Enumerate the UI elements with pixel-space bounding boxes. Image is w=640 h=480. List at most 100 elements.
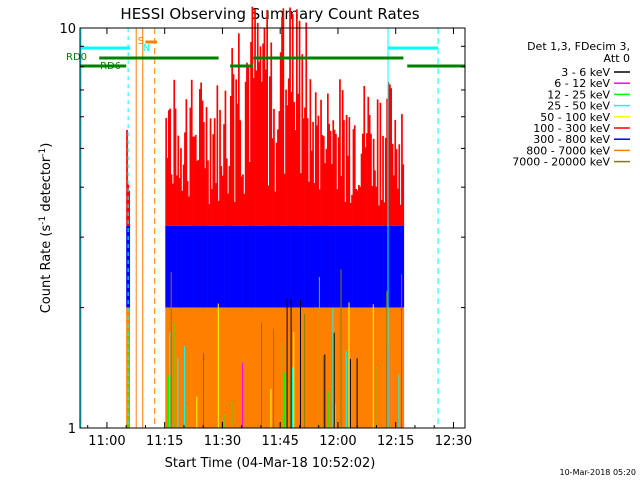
bin-34-band-2	[207, 160, 209, 226]
bin-6-spike	[169, 332, 171, 428]
saa-letter: S	[138, 36, 144, 47]
bin-137-band-1	[345, 225, 348, 308]
x-tick-label-1: 11:15	[146, 434, 183, 449]
bin-9-band-2	[173, 79, 176, 226]
bin-150-band-0	[363, 307, 366, 428]
bin-100-band-2	[296, 9, 298, 226]
bin-152-band-1	[366, 225, 368, 308]
bin-176-band-1	[398, 225, 401, 308]
bin-134-band-0	[341, 307, 344, 428]
bin-91-band-1	[283, 225, 286, 308]
bin-7-band-1	[170, 225, 173, 308]
bin-160-band-2	[376, 99, 379, 226]
bin-129-band-0	[335, 307, 337, 428]
bin-99-band-1	[294, 225, 297, 308]
bin-73-band-1	[259, 225, 262, 308]
bin-96-spike	[290, 299, 292, 428]
y-axis-label-mid: detector	[39, 156, 54, 216]
bin-52-band-1	[231, 225, 233, 308]
bin-37-band-0	[211, 307, 213, 428]
bin-98-spike	[293, 332, 295, 428]
bin-175-band-1	[397, 225, 399, 308]
bin-5-spike	[168, 375, 169, 428]
bin-139-band-2	[348, 117, 351, 226]
bin-79-band-1	[267, 225, 270, 308]
bin-164-band-1	[382, 225, 384, 308]
bin-121-band-1	[324, 225, 326, 308]
bin-175-band-2	[397, 188, 399, 226]
bin-113-band-1	[313, 225, 316, 308]
bin-10-band-2	[174, 108, 177, 226]
rd0-label: RD0	[66, 52, 87, 63]
bin-153-band-2	[367, 96, 370, 226]
bin-127-band-1	[332, 225, 335, 308]
bin-22-band-2	[190, 79, 193, 226]
bin-135-band-2	[343, 120, 345, 226]
bin-49-band-2	[227, 193, 229, 226]
bin-16-band-2	[182, 164, 185, 226]
bin-114-band-0	[314, 307, 317, 428]
bin-158-band-2	[374, 170, 376, 226]
bin-23-band-0	[192, 307, 194, 428]
bin-120-band-1	[322, 225, 325, 308]
bin-47-band-2	[224, 90, 227, 226]
bin-76-band-1	[263, 225, 266, 308]
bin-165-band-2	[383, 202, 386, 226]
bin-60-spike	[242, 362, 244, 428]
bin-4-band-2	[166, 157, 169, 226]
y-tick-label-1: 10	[59, 22, 76, 37]
bin-41-band-0	[216, 307, 219, 428]
bin-124-band-1	[328, 225, 330, 308]
bin-144-band-1	[355, 225, 357, 308]
bin-155-band-1	[370, 225, 372, 308]
bin-17-band-1	[184, 225, 186, 308]
bin-89-band-2	[281, 16, 283, 226]
bin-176-band-0	[398, 307, 401, 428]
bin-107-band-2	[305, 22, 308, 226]
bin-145-band-1	[356, 225, 359, 308]
bin-10-band-0	[174, 307, 177, 428]
bin-179-band-0	[402, 307, 405, 428]
bin-60-band-2	[242, 174, 244, 226]
bin-173-band-2	[394, 119, 397, 226]
bin-141-band-2	[351, 194, 353, 226]
bin-156-band-2	[371, 185, 374, 226]
bin-177-band-1	[399, 225, 402, 308]
bin-23-band-2	[192, 136, 194, 226]
bin-149-band-0	[362, 307, 364, 428]
bin-133-band-2	[340, 175, 343, 226]
bin-155-band-0	[370, 307, 372, 428]
bin-26-spike	[196, 396, 198, 428]
bin-124-band-2	[328, 123, 330, 226]
bin-12-spike	[177, 358, 179, 428]
bin-103-band-1	[300, 225, 302, 308]
bin-119-band-1	[321, 225, 324, 308]
bin-43-band-1	[219, 225, 221, 308]
bin-34-band-0	[207, 307, 209, 428]
bin-76-band-2	[263, 28, 266, 226]
bin-0-band-2	[126, 129, 128, 226]
bin-72-band-1	[258, 225, 260, 308]
bin-108-band-2	[306, 118, 309, 226]
bin-105-band-0	[302, 307, 305, 428]
bin-174-band-2	[395, 149, 398, 226]
bin-31-band-1	[203, 225, 205, 308]
bin-107-band-1	[305, 225, 308, 308]
bin-129-spike	[335, 403, 337, 428]
bin-6-band-2	[169, 108, 171, 226]
bin-117-band-1	[318, 225, 321, 308]
bin-25-band-0	[194, 307, 197, 428]
chart-title: HESSI Observing Summary Count Rates	[120, 5, 419, 23]
bin-30-band-0	[201, 307, 204, 428]
legend-label-5: 100 - 300 keV	[533, 122, 610, 135]
x-tick-label-2: 11:30	[204, 434, 241, 449]
bin-76-band-0	[263, 307, 266, 428]
bin-148-band-2	[360, 153, 363, 226]
bin-90-band-2	[282, 8, 285, 226]
bin-126-band-0	[331, 307, 333, 428]
bin-70-band-1	[255, 225, 258, 308]
bin-113-band-2	[313, 183, 316, 226]
bin-116-band-2	[317, 115, 320, 226]
bin-136-band-1	[344, 225, 347, 308]
bin-8-band-2	[172, 183, 174, 226]
